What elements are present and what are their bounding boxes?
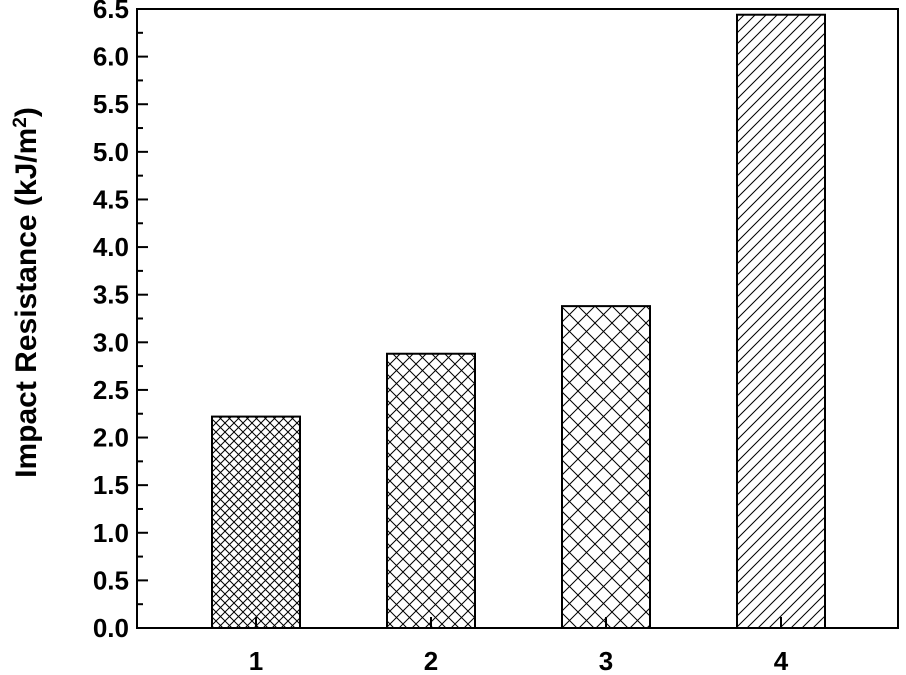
y-tick-label: 3.5 — [93, 280, 129, 310]
y-axis-title: Impact Resistance (kJ/m2) — [10, 107, 44, 478]
y-tick-label: 5.5 — [93, 89, 129, 119]
x-tick-label: 1 — [249, 646, 263, 675]
x-tick-label: 2 — [424, 646, 438, 675]
bar-1 — [211, 415, 301, 630]
bar-2 — [386, 352, 476, 629]
y-tick-label: 4.0 — [93, 232, 129, 262]
y-axis: 0.0 0.5 1.0 1.5 2.0 2.5 3.0 3.5 4.0 4.5 5.0 5.5 6.0 6… — [93, 0, 148, 643]
y-tick-label: 2.0 — [93, 423, 129, 453]
y-tick-label: 6.0 — [93, 42, 129, 72]
bar-4 — [736, 13, 826, 629]
y-tick-label: 1.0 — [93, 518, 129, 548]
y-tick-label: 4.5 — [93, 184, 129, 214]
bar-3 — [561, 305, 651, 629]
y-axis-title-close: ) — [10, 107, 43, 117]
y-tick-label: 3.0 — [93, 327, 129, 357]
x-axis: 1 2 3 4 — [249, 617, 789, 675]
y-tick-label: 0.5 — [93, 565, 129, 595]
y-axis-title-superscript: 2 — [10, 117, 31, 128]
y-tick-label: 5.0 — [93, 137, 129, 167]
bars-group — [211, 13, 826, 630]
y-tick-label: 0.0 — [93, 613, 129, 643]
y-tick-label: 6.5 — [93, 0, 129, 24]
x-tick-label: 3 — [599, 646, 613, 675]
y-tick-label: 2.5 — [93, 375, 129, 405]
y-axis-title-main: Impact Resistance (kJ/m — [10, 128, 43, 478]
y-tick-label: 1.5 — [93, 470, 129, 500]
x-tick-label: 4 — [774, 646, 789, 675]
